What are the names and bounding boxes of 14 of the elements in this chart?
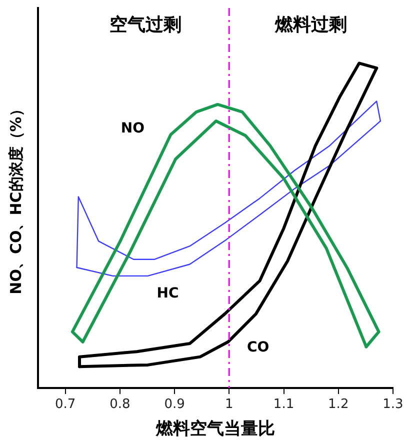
x-tick-label: 0.8 [110, 397, 130, 412]
x-tick-label: 0.9 [164, 397, 185, 412]
x-tick-label: 0.7 [54, 397, 76, 412]
series-label: HC [156, 286, 179, 302]
text: 空气过剩 [110, 14, 182, 36]
x-tick-label: 1.2 [328, 397, 349, 412]
x-tick-label: 1 [225, 397, 234, 412]
series-label: NO [120, 120, 145, 136]
series-label: CO [246, 340, 270, 356]
y-axis-title: NO、CO、HC的浓度（%） [6, 102, 25, 294]
x-tick-label: 1.1 [273, 397, 294, 412]
text: 燃料过剩 [274, 14, 348, 36]
x-tick-label: 1.3 [382, 397, 404, 412]
x-axis-title: 燃料空气当量比 [155, 419, 275, 440]
